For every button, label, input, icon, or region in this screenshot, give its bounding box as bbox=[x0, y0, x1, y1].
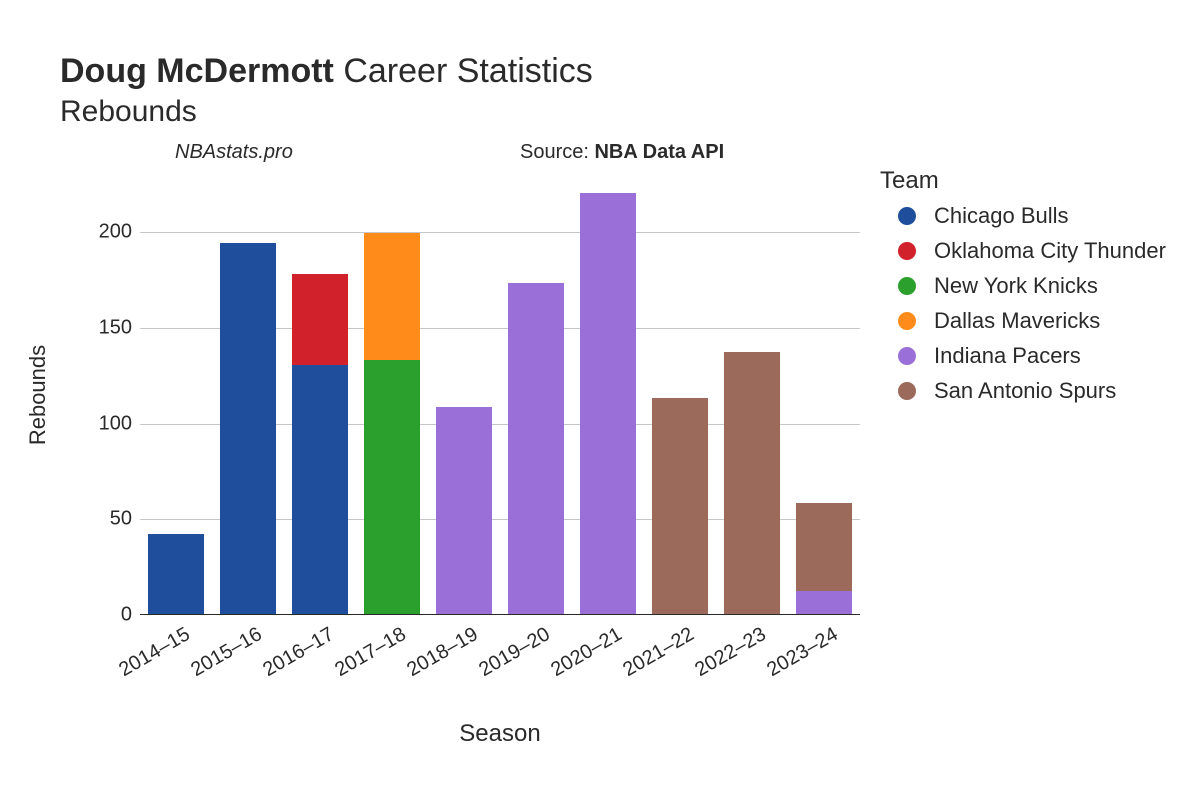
x-tick-label: 2021–22 bbox=[619, 623, 698, 682]
bar-segment bbox=[796, 591, 852, 614]
x-tick-label: 2017–18 bbox=[331, 623, 410, 682]
bar-segment bbox=[508, 283, 564, 614]
bar-segment bbox=[796, 503, 852, 591]
title-subtitle: Rebounds bbox=[60, 95, 1160, 129]
x-tick-label: 2018–19 bbox=[403, 623, 482, 682]
legend-swatch bbox=[898, 347, 916, 365]
x-tick-label: 2023–24 bbox=[763, 623, 842, 682]
source-annotation: Source: NBA Data API bbox=[520, 141, 724, 164]
y-tick-label: 200 bbox=[72, 221, 132, 244]
legend-label: Oklahoma City Thunder bbox=[934, 238, 1166, 264]
bar-segment bbox=[724, 352, 780, 614]
bar-segment bbox=[436, 407, 492, 614]
bar-segment bbox=[220, 243, 276, 614]
legend-label: Dallas Mavericks bbox=[934, 308, 1100, 334]
bar-segment bbox=[652, 398, 708, 614]
x-tick-label: 2014–15 bbox=[115, 623, 194, 682]
legend-swatch bbox=[898, 277, 916, 295]
bar-segment bbox=[364, 360, 420, 614]
y-tick-label: 100 bbox=[72, 412, 132, 435]
legend-item: Chicago Bulls bbox=[880, 203, 1166, 229]
legend-swatch bbox=[898, 312, 916, 330]
legend-item: Indiana Pacers bbox=[880, 343, 1166, 369]
x-tick-label: 2016–17 bbox=[259, 623, 338, 682]
title-block: Doug McDermott Career Statistics Rebound… bbox=[60, 50, 1160, 129]
legend-swatch bbox=[898, 207, 916, 225]
legend-item: Dallas Mavericks bbox=[880, 308, 1166, 334]
y-tick-label: 50 bbox=[72, 508, 132, 531]
legend-item: New York Knicks bbox=[880, 273, 1166, 299]
y-axis-label: Rebounds bbox=[25, 345, 51, 445]
source-prefix: Source: bbox=[520, 141, 594, 163]
x-tick-label: 2019–20 bbox=[475, 623, 554, 682]
legend-title: Team bbox=[880, 167, 1166, 195]
legend-swatch bbox=[898, 382, 916, 400]
legend-label: Chicago Bulls bbox=[934, 203, 1069, 229]
legend-item: Oklahoma City Thunder bbox=[880, 238, 1166, 264]
bar-segment bbox=[580, 193, 636, 614]
title-suffix: Career Statistics bbox=[343, 52, 592, 90]
x-tick-label: 2015–16 bbox=[187, 623, 266, 682]
title-line-1: Doug McDermott Career Statistics bbox=[60, 50, 1160, 93]
gridline bbox=[140, 232, 860, 233]
x-axis-label: Season bbox=[140, 720, 860, 748]
bar-segment bbox=[292, 274, 348, 366]
x-tick-label: 2020–21 bbox=[547, 623, 626, 682]
y-tick-label: 0 bbox=[72, 604, 132, 627]
legend-swatch bbox=[898, 242, 916, 260]
title-player: Doug McDermott bbox=[60, 52, 334, 90]
legend-label: Indiana Pacers bbox=[934, 343, 1081, 369]
watermark-annotation: NBAstats.pro bbox=[175, 141, 293, 164]
y-tick-label: 150 bbox=[72, 317, 132, 340]
chart-wrap: NBAstats.pro Source: NBA Data API 050100… bbox=[60, 175, 1160, 735]
chart-container: Doug McDermott Career Statistics Rebound… bbox=[0, 0, 1200, 800]
x-tick-label: 2022–23 bbox=[691, 623, 770, 682]
bar-segment bbox=[292, 365, 348, 614]
legend-label: New York Knicks bbox=[934, 273, 1098, 299]
legend-label: San Antonio Spurs bbox=[934, 378, 1116, 404]
bar-segment bbox=[364, 233, 420, 359]
plot-area: 050100150200 bbox=[140, 175, 860, 615]
legend-item: San Antonio Spurs bbox=[880, 378, 1166, 404]
source-value: NBA Data API bbox=[594, 141, 724, 163]
legend: Team Chicago Bulls Oklahoma City Thunder N… bbox=[880, 167, 1166, 413]
bar-segment bbox=[148, 534, 204, 614]
